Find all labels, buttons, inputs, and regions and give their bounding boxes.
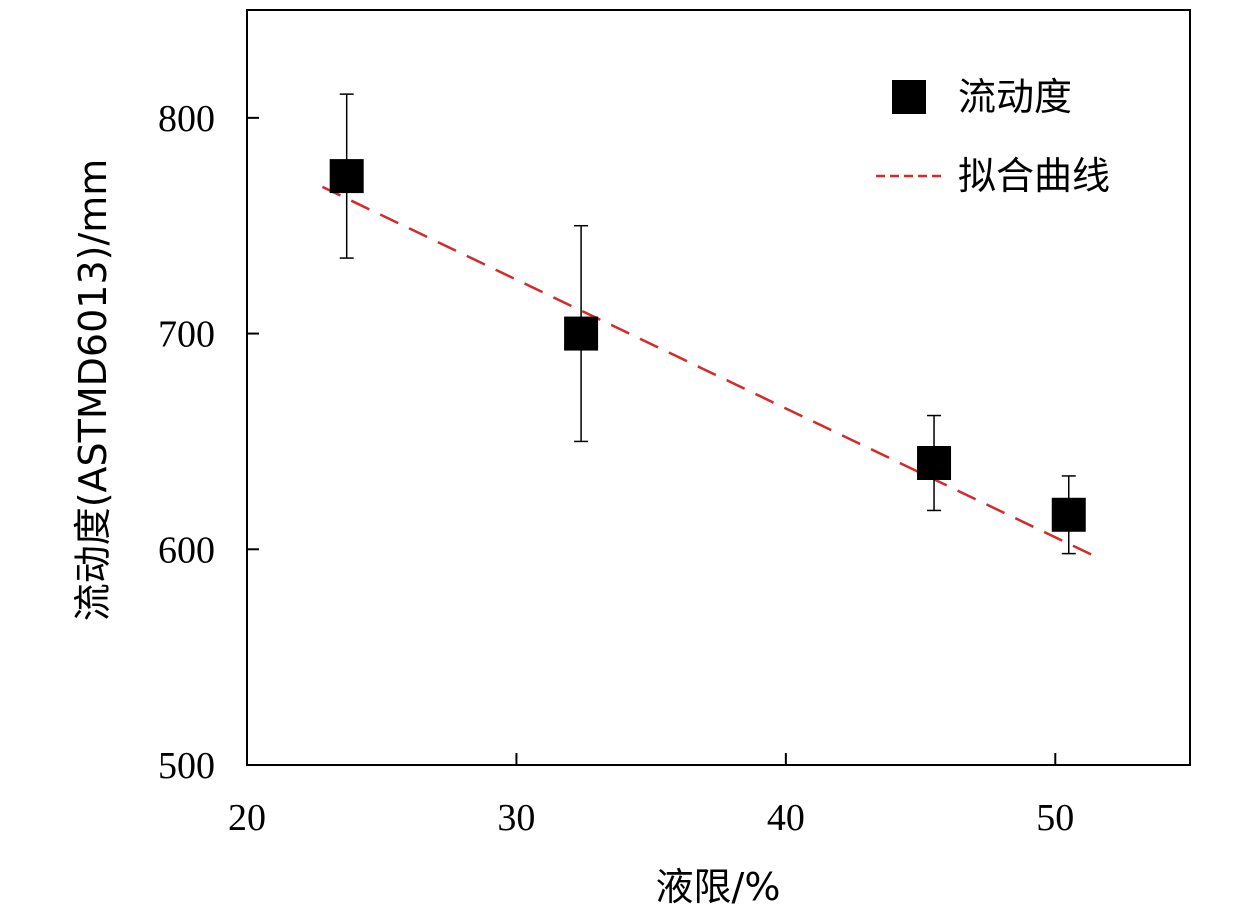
- y-tick-label: 500: [158, 745, 215, 787]
- x-tick-label: 50: [1036, 797, 1074, 839]
- y-axis-ticks: 500 600 700 800: [158, 98, 259, 787]
- data-point: [1051, 497, 1086, 532]
- x-axis-ticks: 20 30 40 50: [228, 753, 1074, 839]
- fit-line-layer: [321, 185, 1099, 560]
- x-tick-label: 40: [767, 797, 805, 839]
- data-point: [564, 316, 599, 351]
- x-tick-label: 20: [228, 797, 266, 839]
- data-point: [917, 446, 952, 480]
- data-points-layer: [329, 93, 1086, 555]
- x-axis-label: 液限/%: [656, 865, 781, 909]
- data-point: [329, 159, 364, 194]
- legend-label-fit: 拟合曲线: [958, 154, 1110, 198]
- legend-label-points: 流动度: [958, 75, 1072, 119]
- y-tick-label: 600: [158, 529, 215, 571]
- plot-border: [246, 9, 1191, 766]
- plot-frame: [246, 9, 1191, 766]
- y-tick-label: 700: [158, 314, 215, 356]
- y-axis-label: 流动度(ASTMD6013)/mm: [71, 159, 115, 622]
- legend-marker-square: [892, 80, 926, 114]
- legend: 流动度 拟合曲线: [876, 75, 1110, 198]
- x-tick-label: 30: [497, 797, 535, 839]
- y-tick-label: 800: [158, 98, 215, 140]
- fit-line: [321, 185, 1099, 560]
